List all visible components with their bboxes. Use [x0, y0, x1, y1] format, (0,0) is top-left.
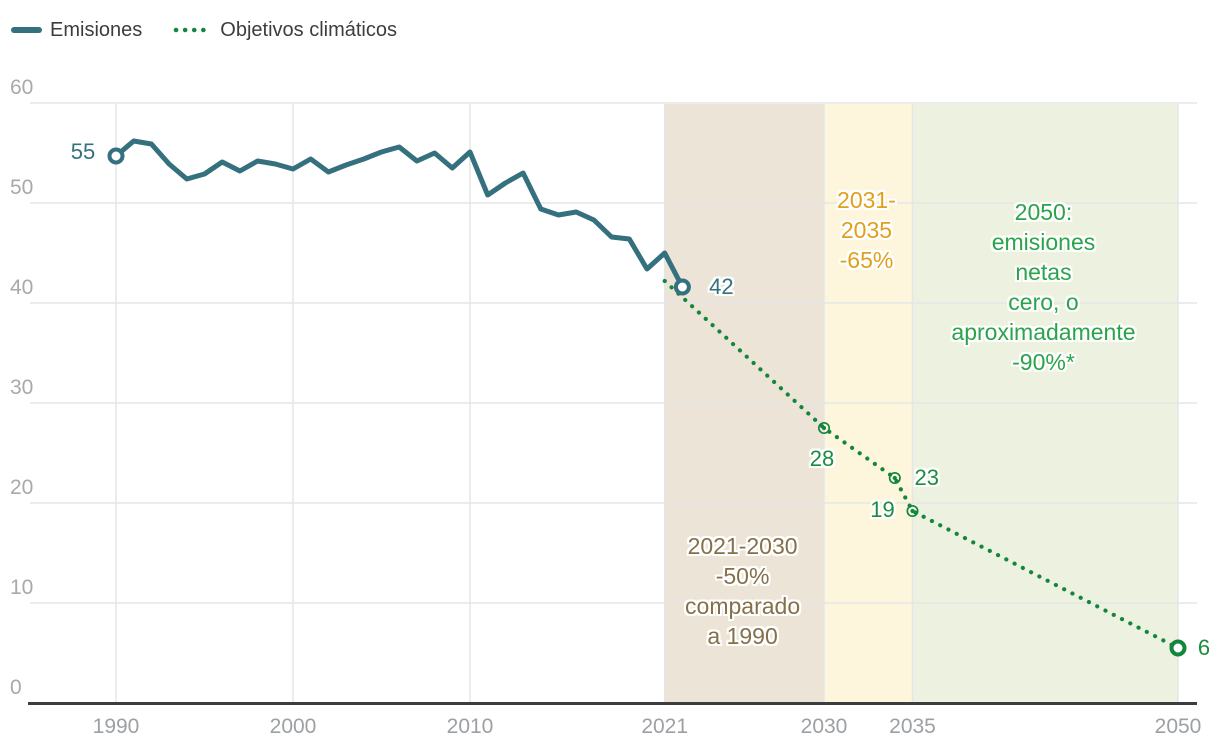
- legend-item-emisiones: Emisiones: [11, 16, 142, 44]
- emisiones-line: [113, 138, 685, 290]
- objetivos-line-swatch: [172, 26, 212, 34]
- objetivo-point-dot-2035: [910, 508, 915, 514]
- objetivo-point-2035[interactable]: [906, 504, 919, 518]
- objetivo-point-dot-2034: [892, 475, 897, 481]
- emisiones-point-1990[interactable]: [107, 147, 125, 165]
- emisiones-point-2022[interactable]: [673, 278, 691, 296]
- legend: Emisiones Objetivos climáticos: [11, 16, 397, 44]
- objetivo-endpoint-2050[interactable]: [1169, 639, 1187, 657]
- objetivo-point-2034[interactable]: [888, 471, 901, 485]
- legend-label-objetivos: Objetivos climáticos: [220, 19, 397, 41]
- emisiones-line-swatch: [11, 27, 42, 33]
- objetivo-point-2030[interactable]: [817, 421, 831, 435]
- legend-label-emisiones: Emisiones: [50, 19, 143, 41]
- objetivo-point-dot-2030: [821, 425, 827, 431]
- legend-item-objetivos: Objetivos climáticos: [172, 16, 397, 44]
